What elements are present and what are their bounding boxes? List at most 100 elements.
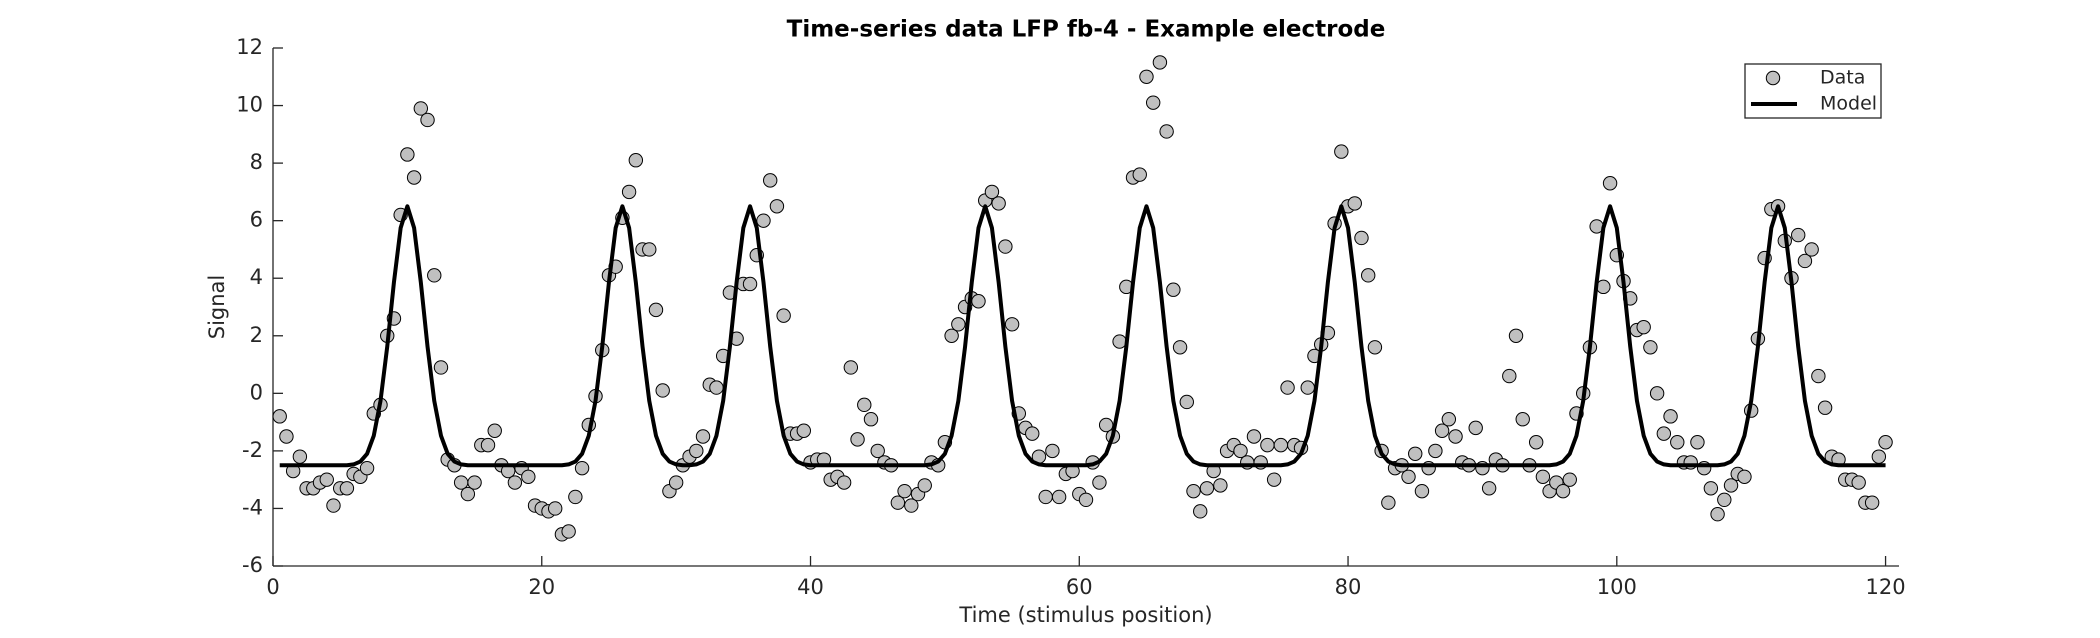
data-point (756, 213, 771, 228)
data-point (1515, 412, 1530, 427)
data-point (648, 302, 664, 318)
x-tick-label: 100 (1597, 575, 1637, 599)
data-point (359, 460, 375, 476)
data-point (1481, 481, 1497, 496)
data-point (1025, 426, 1040, 441)
data-point (769, 199, 785, 214)
data-point (1051, 489, 1067, 505)
data-point (1145, 95, 1161, 110)
x-tick-label: 20 (528, 575, 555, 599)
data-point (1367, 340, 1383, 355)
data-point (1703, 481, 1719, 496)
data-point (1656, 426, 1672, 441)
data-point (1528, 435, 1544, 450)
data-point (1670, 435, 1685, 450)
data-point (1791, 227, 1806, 243)
data-point (621, 184, 637, 200)
data-point (1643, 340, 1658, 355)
x-tick-label: 120 (1866, 575, 1906, 599)
data-point (1179, 394, 1194, 410)
data-point (1737, 469, 1752, 484)
data-point (292, 449, 308, 464)
data-point (642, 242, 657, 257)
data-point (272, 409, 287, 424)
data-point (742, 276, 758, 292)
data-point (655, 383, 670, 398)
data-point (897, 483, 912, 499)
data-point (568, 489, 583, 505)
data-point (1112, 334, 1127, 349)
data-point (1360, 268, 1376, 283)
data-point (1636, 319, 1651, 335)
data-point (1186, 483, 1201, 499)
data-point (890, 495, 906, 510)
data-point (904, 498, 919, 513)
data-point (1246, 429, 1262, 444)
data-point (339, 481, 355, 496)
data-point (400, 147, 415, 162)
data-point (1166, 282, 1181, 297)
data-point (1414, 483, 1430, 499)
y-tick-label: -6 (242, 553, 263, 577)
data-point (1132, 167, 1147, 182)
data-point (1562, 472, 1577, 487)
data-point (984, 184, 1000, 200)
x-tick-label: 80 (1335, 575, 1362, 599)
data-point (1152, 55, 1168, 70)
data-point (1401, 469, 1416, 484)
x-axis-label: Time (stimulus position) (958, 603, 1212, 627)
data-point (1004, 317, 1020, 332)
data-point (1710, 507, 1725, 522)
data-point (1434, 423, 1450, 438)
data-point (1045, 443, 1060, 459)
data-point (1602, 176, 1618, 191)
y-tick-label: 0 (250, 380, 263, 404)
data-point (547, 501, 563, 516)
legend-marker (1765, 70, 1781, 86)
y-tick-label: 4 (250, 265, 263, 289)
data-point (1864, 495, 1880, 510)
data-point (561, 524, 576, 539)
data-point (1717, 492, 1732, 508)
data-point (1260, 437, 1275, 453)
data-point (326, 498, 341, 513)
data-point (836, 475, 852, 490)
y-tick-label: 12 (236, 35, 263, 59)
data-point (1428, 443, 1443, 459)
data-point (1596, 279, 1611, 295)
y-tick-label: 10 (236, 93, 263, 117)
data-point (668, 475, 684, 490)
data-point (1172, 340, 1188, 355)
data-point (480, 437, 496, 453)
data-point (951, 317, 966, 332)
data-point (467, 475, 482, 490)
data-point (971, 294, 986, 309)
data-point (507, 475, 523, 490)
data-point (709, 380, 724, 395)
data-point (870, 443, 885, 459)
data-point (695, 429, 711, 444)
data-point (1300, 380, 1315, 395)
data-point (433, 360, 449, 375)
y-tick-label: 2 (250, 323, 263, 347)
x-tick-label: 40 (797, 575, 824, 599)
data-point (1468, 420, 1483, 436)
data-point (944, 328, 959, 343)
data-point (1535, 469, 1551, 484)
data-point (1233, 443, 1248, 459)
data-point (1347, 196, 1362, 211)
data-point (991, 196, 1006, 211)
data-point (628, 153, 644, 168)
data-point (279, 429, 294, 444)
data-point (1139, 69, 1154, 84)
data-point (1663, 409, 1678, 424)
data-point (1502, 368, 1517, 384)
data-point (420, 112, 435, 128)
data-point (1851, 475, 1866, 490)
data-point (1334, 144, 1349, 159)
data-point (998, 239, 1013, 254)
y-axis-label: Signal (205, 275, 229, 340)
data-point (689, 443, 704, 459)
